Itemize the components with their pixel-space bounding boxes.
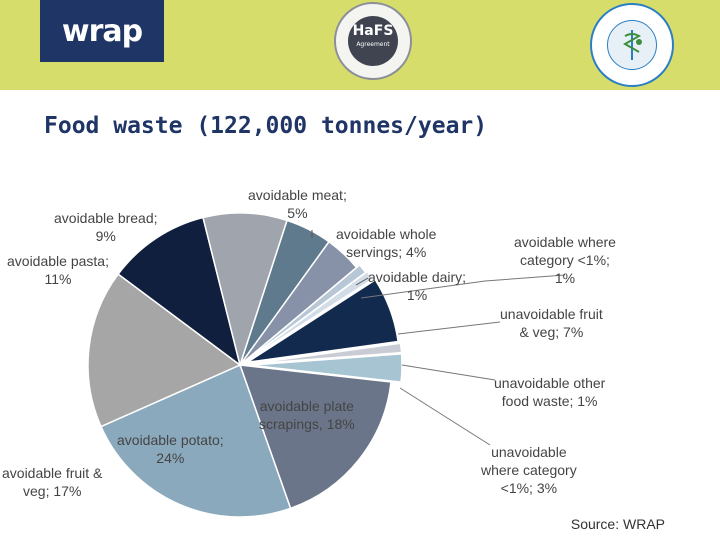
- caduceus-icon: [607, 20, 657, 70]
- pie-slice-avoidable-fruit-veg: [87, 273, 242, 428]
- pie-slice-unavoidable-fruit-veg: [247, 278, 399, 363]
- label-pasta: avoidable pasta; 11%: [7, 253, 109, 287]
- hafs-logo-center: HaFS Agreement: [348, 16, 398, 66]
- hafs-logo: HaFS Agreement: [334, 2, 412, 80]
- label-unavoidable-fruit: unavoidable fruit & veg; 7%: [500, 306, 603, 340]
- pie-slice-avoidable-potato: [100, 363, 292, 518]
- label-potato: avoidable potato; 24%: [117, 432, 224, 466]
- label-unavoidable-where: unavoidable where category <1%; 3%: [481, 444, 577, 496]
- pie-slice-unavoidable-other-food-waste: [249, 342, 403, 365]
- pie-slice-avoidable-where-category-1-: [244, 270, 374, 363]
- pie-slice-avoidable-pasta: [117, 216, 242, 367]
- label-bread: avoidable bread; 9%: [54, 210, 158, 244]
- leader-line-unavoidable-other: [401, 364, 496, 381]
- hafs-logo-mark: HaFS: [352, 23, 394, 39]
- header-banner: wrap HaFS Agreement: [0, 0, 720, 90]
- leader-line-dairy: [355, 277, 369, 286]
- pie-slice-avoidable-plate-scrapings: [238, 364, 392, 510]
- pie-slice-unavoidable-where-category-1-: [249, 353, 403, 384]
- hca-logo: [590, 3, 674, 87]
- hafs-logo-sub: Agreement: [356, 41, 390, 48]
- label-meat: avoidable meat; 5%: [248, 187, 347, 221]
- label-avoidable-other: avoidable where category <1%; 1%: [514, 234, 616, 286]
- source-note: Source: WRAP: [570, 516, 665, 532]
- chart-title: Food waste (122,000 tonnes/year): [44, 113, 488, 139]
- label-unavoidable-other: unavoidable other food waste; 1%: [494, 375, 606, 409]
- wrap-logo: wrap: [40, 0, 164, 62]
- leader-line-unavoidable-where: [399, 387, 491, 446]
- pie-slice-avoidable-bread: [202, 212, 288, 368]
- leader-line-avoidable-other: [360, 274, 566, 299]
- label-whole-servings: avoidable whole servings; 4%: [336, 226, 437, 260]
- leader-line-unavoidable-fruit: [397, 321, 501, 335]
- label-plate-scrapings: avoidable plate scrapings, 18%: [259, 398, 355, 432]
- label-fruit-veg: avoidable fruit & veg; 17%: [2, 465, 103, 499]
- label-dairy: avoidable dairy; 1%: [368, 269, 467, 303]
